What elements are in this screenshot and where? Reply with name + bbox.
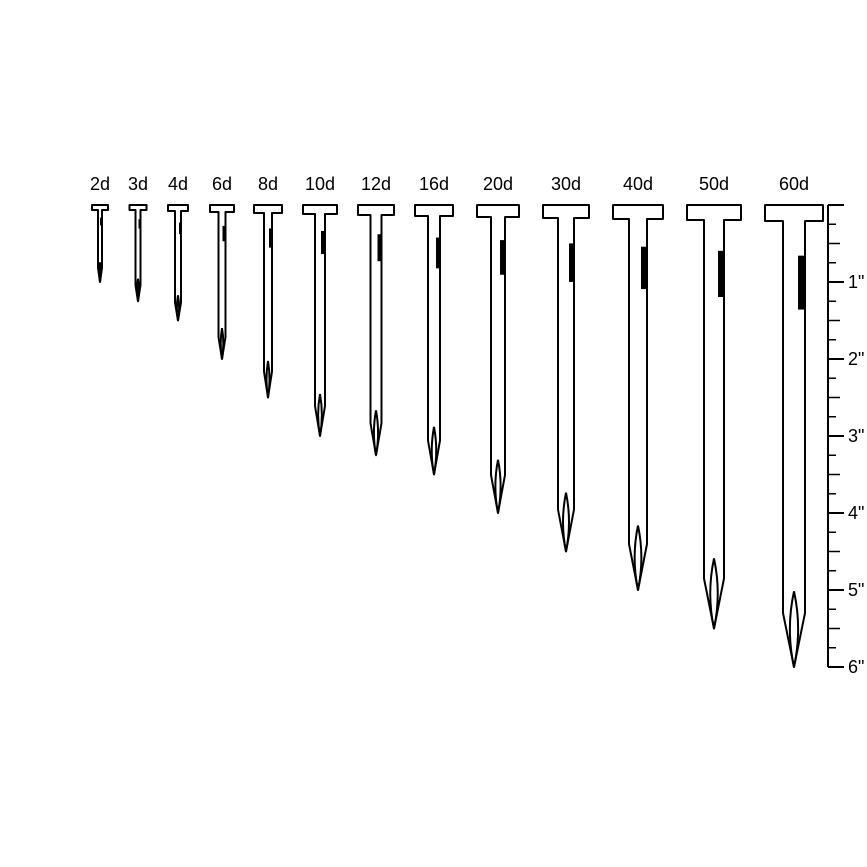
- nail-label: 3d: [128, 174, 148, 194]
- nail-12d: 12d: [358, 174, 394, 455]
- ruler-label: 5": [848, 580, 864, 600]
- nail-label: 6d: [212, 174, 232, 194]
- ruler-label: 6": [848, 657, 864, 677]
- inch-ruler: 1" 2" 3" 4" 5" 6": [828, 205, 864, 677]
- nail-grip-mark: [223, 226, 226, 241]
- nail-grip-mark: [321, 231, 325, 254]
- nail-30d: 30d: [543, 174, 589, 552]
- ruler-label: 1": [848, 272, 864, 292]
- nail-label: 4d: [168, 174, 188, 194]
- nail-outline: [477, 205, 519, 513]
- nail-grip-mark: [269, 228, 272, 247]
- nail-label: 50d: [699, 174, 729, 194]
- nail-grip-mark: [436, 238, 440, 269]
- nail-outline: [303, 205, 337, 436]
- nail-40d: 40d: [613, 174, 663, 590]
- nail-4d: 4d: [168, 174, 188, 321]
- ruler-label: 4": [848, 503, 864, 523]
- nail-2d: 2d: [90, 174, 110, 282]
- nail-outline: [613, 205, 663, 590]
- ruler-label: 3": [848, 426, 864, 446]
- nail-6d: 6d: [210, 174, 234, 359]
- nail-10d: 10d: [303, 174, 337, 436]
- nail-label: 10d: [305, 174, 335, 194]
- nail-point-detail: [99, 262, 101, 282]
- nail-grip-mark: [139, 219, 141, 228]
- nail-grip-mark: [500, 240, 505, 275]
- nail-outline: [543, 205, 589, 552]
- nail-label: 40d: [623, 174, 653, 194]
- nail-point-detail: [137, 279, 139, 301]
- nail-3d: 3d: [128, 174, 148, 301]
- nail-20d: 20d: [477, 174, 519, 513]
- nail-grip-mark: [569, 243, 574, 282]
- nail-outline: [415, 205, 453, 475]
- nail-60d: 60d: [765, 174, 823, 667]
- nail-grip-mark: [718, 251, 724, 297]
- ruler-label: 2": [848, 349, 864, 369]
- nail-outline: [765, 205, 823, 667]
- nail-50d: 50d: [687, 174, 741, 629]
- nail-grip-mark: [641, 247, 647, 289]
- nail-size-chart: 2d 3d 4d 6d 8d 10d 12d 16d 20d 30d 40d 50d 60d 1" 2" 3"…: [0, 0, 867, 867]
- nail-grip-mark: [798, 256, 805, 310]
- nail-grip-mark: [100, 218, 102, 226]
- nail-label: 60d: [779, 174, 809, 194]
- nail-grip-mark: [179, 223, 181, 235]
- nail-16d: 16d: [415, 174, 453, 475]
- nail-label: 30d: [551, 174, 581, 194]
- nail-outline: [687, 205, 741, 629]
- nail-8d: 8d: [254, 174, 282, 398]
- nail-grip-mark: [378, 234, 382, 261]
- nail-label: 20d: [483, 174, 513, 194]
- nail-label: 2d: [90, 174, 110, 194]
- nail-label: 8d: [258, 174, 278, 194]
- nail-outline: [358, 205, 394, 455]
- nail-label: 12d: [361, 174, 391, 194]
- nail-label: 16d: [419, 174, 449, 194]
